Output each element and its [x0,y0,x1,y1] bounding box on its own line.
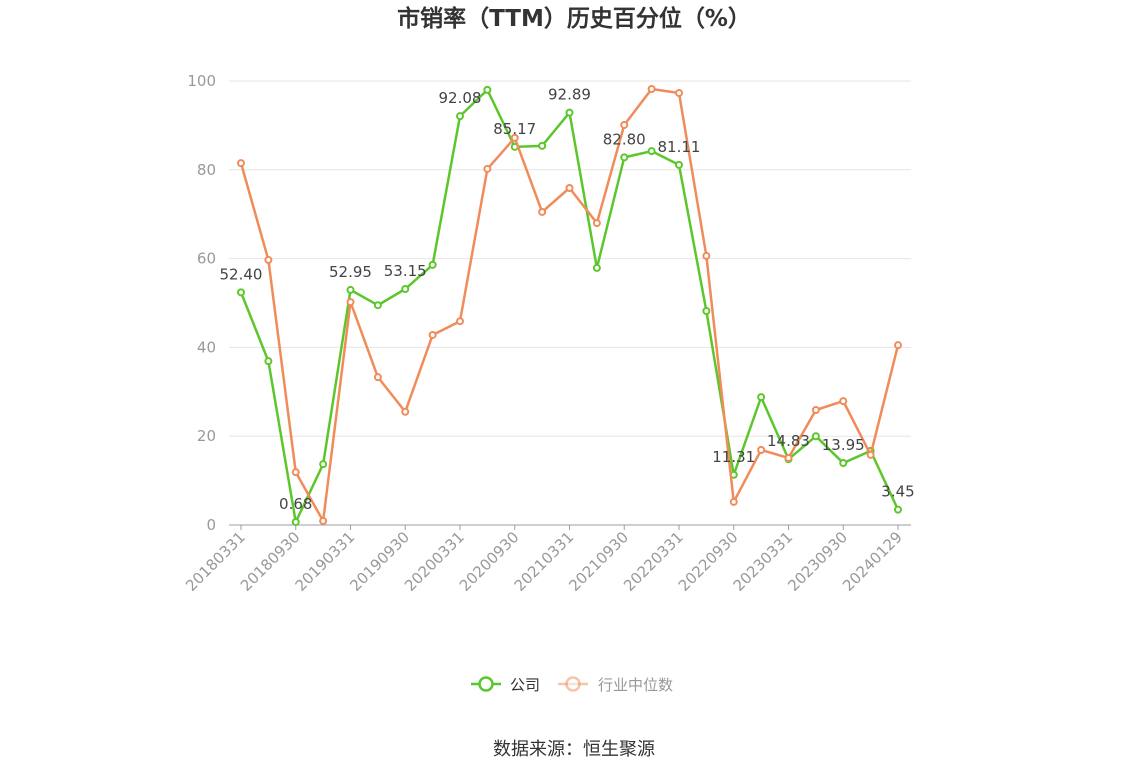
data-labels: 52.40 0.68 52.95 53.15 92.08 85.17 92.89 82.80 8… [220,86,915,513]
data-label: 92.08 [439,89,482,107]
data-point [702,251,711,260]
data-point [620,120,629,129]
data-point [428,330,437,339]
data-point [373,373,382,382]
series-line [239,88,900,524]
data-point [592,219,601,228]
y-tick-label: 20 [197,427,216,445]
x-tick-label: 20240129 [839,528,906,595]
data-point [565,184,574,193]
legend-label-company: 公司 [510,676,540,694]
data-label: 52.95 [329,263,372,281]
data-point [319,517,328,526]
y-tick-label: 100 [187,72,216,90]
legend-item-company[interactable]: 公司 [471,676,540,694]
data-point [647,147,656,156]
data-label: 53.15 [384,262,427,280]
data-label: 11.31 [712,448,755,466]
data-point [565,108,574,117]
data-point [264,357,273,366]
series-line [239,87,900,523]
legend-label-industry-median: 行业中位数 [598,676,673,694]
data-point [483,85,492,94]
data-point [319,460,328,469]
data-point [784,453,793,462]
data-point [237,159,245,168]
series-company [237,85,902,526]
data-label: 52.40 [220,265,263,283]
data-point [456,317,464,326]
data-source: 数据来源：恒生聚源 [493,739,655,760]
data-point [346,285,355,294]
y-axis: 0 20 40 60 80 100 [187,72,216,534]
y-tick-label: 0 [206,516,216,534]
y-tick-label: 60 [197,250,216,268]
data-point [729,497,738,506]
data-point [839,397,848,406]
chart-title: 市销率（TTM）历史百分位（%） [397,5,751,32]
data-point [592,263,601,272]
y-tick-label: 80 [197,161,216,179]
x-axis: 2018033120180930201903312019093020200331… [182,524,911,595]
data-label: 82.80 [603,130,646,148]
data-point [757,445,766,454]
data-point [839,459,848,468]
data-point [647,84,656,93]
data-label: 3.45 [881,483,914,501]
y-tick-label: 40 [197,338,216,356]
legend-circle-icon [565,676,581,692]
data-point [811,406,820,415]
data-point [538,207,547,216]
data-point [538,141,547,150]
data-point [428,260,437,269]
data-label: 81.11 [658,138,701,156]
data-point [894,505,902,514]
data-point [894,341,902,350]
data-point [675,88,683,97]
legend-circle-icon [478,676,494,692]
data-point [291,468,300,477]
data-point [456,112,464,121]
data-point [401,407,410,416]
data-label: 92.89 [548,86,591,104]
data-label: 13.95 [822,436,865,454]
data-point [346,298,355,307]
data-point [675,160,683,169]
data-point [757,393,766,402]
data-point [702,306,711,315]
data-point [620,153,629,162]
data-point [401,285,410,294]
legend-item-industry-median[interactable]: 行业中位数 [558,676,673,694]
data-point [237,288,245,297]
data-label: 85.17 [493,120,536,138]
series-industry-median [237,84,902,526]
data-point [483,164,492,173]
data-point [811,432,820,441]
data-label: 14.83 [767,432,810,450]
legend: 公司 行业中位数 [471,676,673,694]
data-label: 0.68 [279,495,312,513]
data-point [264,255,273,264]
data-point [373,301,382,310]
series-layer [237,84,902,526]
grid-lines [229,80,911,437]
data-point [510,133,519,142]
data-point [866,450,875,459]
data-point [291,517,300,526]
